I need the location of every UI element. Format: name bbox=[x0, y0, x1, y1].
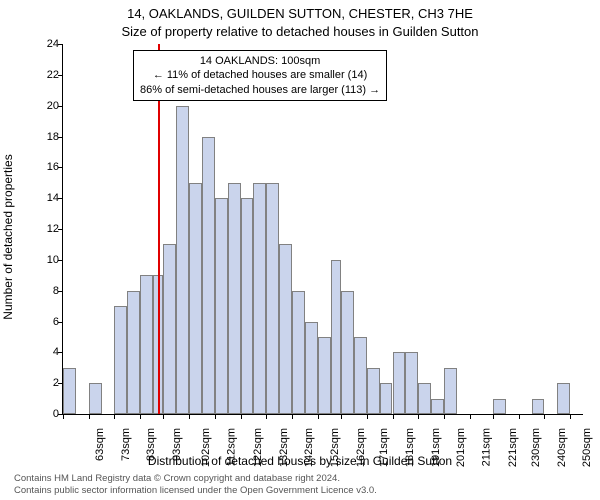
y-tick-mark bbox=[58, 352, 63, 353]
x-tick-mark bbox=[493, 414, 494, 419]
histogram-bar bbox=[63, 368, 76, 414]
y-axis-label: Number of detached properties bbox=[1, 154, 15, 319]
histogram-bar bbox=[189, 183, 202, 414]
y-tick-mark bbox=[58, 137, 63, 138]
histogram-bar bbox=[493, 399, 506, 414]
y-tick-mark bbox=[58, 44, 63, 45]
chart-title-sub: Size of property relative to detached ho… bbox=[0, 24, 600, 39]
histogram-bar bbox=[444, 368, 457, 414]
histogram-bar bbox=[331, 260, 341, 414]
x-tick-mark bbox=[341, 414, 342, 419]
histogram-bar bbox=[418, 383, 431, 414]
y-tick-mark bbox=[58, 106, 63, 107]
footer-line-2: Contains public sector information licen… bbox=[14, 485, 377, 496]
histogram-bar bbox=[228, 183, 241, 414]
histogram-bar bbox=[176, 106, 189, 414]
chart-container: 14, OAKLANDS, GUILDEN SUTTON, CHESTER, C… bbox=[0, 0, 600, 500]
histogram-bar bbox=[266, 183, 279, 414]
histogram-bar bbox=[367, 368, 380, 414]
y-tick-mark bbox=[58, 167, 63, 168]
x-tick-mark bbox=[292, 414, 293, 419]
histogram-bar bbox=[140, 275, 153, 414]
y-tick-label: 0 bbox=[29, 408, 59, 420]
y-tick-label: 12 bbox=[29, 223, 59, 235]
histogram-bar bbox=[163, 244, 176, 414]
histogram-bar bbox=[253, 183, 266, 414]
y-tick-mark bbox=[58, 322, 63, 323]
histogram-bar bbox=[557, 383, 570, 414]
y-tick-label: 14 bbox=[29, 192, 59, 204]
annotation-box: 14 OAKLANDS: 100sqm ← 11% of detached ho… bbox=[133, 50, 387, 101]
plot-area: 02468101214161820222463sqm73sqm83sqm93sq… bbox=[62, 44, 583, 415]
y-tick-mark bbox=[58, 291, 63, 292]
x-tick-mark bbox=[470, 414, 471, 419]
y-tick-label: 20 bbox=[29, 100, 59, 112]
y-tick-label: 4 bbox=[29, 346, 59, 358]
y-tick-label: 6 bbox=[29, 316, 59, 328]
histogram-bar bbox=[380, 383, 393, 414]
histogram-bar bbox=[202, 137, 215, 415]
histogram-bar bbox=[532, 399, 545, 414]
histogram-bar bbox=[318, 337, 331, 414]
histogram-bar bbox=[431, 399, 444, 414]
y-tick-label: 8 bbox=[29, 285, 59, 297]
histogram-bar bbox=[305, 322, 318, 415]
y-tick-mark bbox=[58, 198, 63, 199]
x-tick-mark bbox=[444, 414, 445, 419]
y-tick-label: 10 bbox=[29, 254, 59, 266]
y-tick-mark bbox=[58, 229, 63, 230]
x-tick-mark bbox=[163, 414, 164, 419]
y-tick-label: 24 bbox=[29, 38, 59, 50]
histogram-bar bbox=[215, 198, 228, 414]
x-tick-mark bbox=[241, 414, 242, 419]
x-tick-mark bbox=[418, 414, 419, 419]
y-tick-label: 18 bbox=[29, 131, 59, 143]
x-tick-mark bbox=[544, 414, 545, 419]
y-tick-mark bbox=[58, 383, 63, 384]
histogram-bar bbox=[393, 352, 406, 414]
histogram-bar bbox=[292, 291, 305, 414]
x-tick-mark bbox=[189, 414, 190, 419]
x-tick-mark bbox=[318, 414, 319, 419]
chart-title-main: 14, OAKLANDS, GUILDEN SUTTON, CHESTER, C… bbox=[0, 6, 600, 21]
y-tick-mark bbox=[58, 75, 63, 76]
y-tick-label: 22 bbox=[29, 69, 59, 81]
x-tick-mark bbox=[140, 414, 141, 419]
x-tick-mark bbox=[89, 414, 90, 419]
histogram-bar bbox=[279, 244, 292, 414]
annotation-line-2: ← 11% of detached houses are smaller (14… bbox=[140, 68, 380, 82]
histogram-bar bbox=[341, 291, 354, 414]
x-tick-mark bbox=[114, 414, 115, 419]
histogram-bar bbox=[354, 337, 367, 414]
x-tick-mark bbox=[63, 414, 64, 419]
y-tick-label: 2 bbox=[29, 377, 59, 389]
x-tick-mark bbox=[393, 414, 394, 419]
histogram-bar bbox=[241, 198, 254, 414]
x-axis-label: Distribution of detached houses by size … bbox=[0, 454, 600, 468]
footer-line-1: Contains HM Land Registry data © Crown c… bbox=[14, 473, 377, 484]
annotation-line-1: 14 OAKLANDS: 100sqm bbox=[140, 54, 380, 68]
y-tick-label: 16 bbox=[29, 161, 59, 173]
histogram-bar bbox=[89, 383, 102, 414]
x-tick-mark bbox=[215, 414, 216, 419]
y-tick-mark bbox=[58, 260, 63, 261]
x-tick-mark bbox=[266, 414, 267, 419]
histogram-bar bbox=[127, 291, 140, 414]
x-tick-mark bbox=[519, 414, 520, 419]
x-tick-mark bbox=[570, 414, 571, 419]
histogram-bar bbox=[405, 352, 418, 414]
histogram-bar bbox=[114, 306, 127, 414]
x-tick-mark bbox=[367, 414, 368, 419]
footer-credits: Contains HM Land Registry data © Crown c… bbox=[14, 473, 377, 496]
annotation-line-3: 86% of semi-detached houses are larger (… bbox=[140, 83, 380, 97]
